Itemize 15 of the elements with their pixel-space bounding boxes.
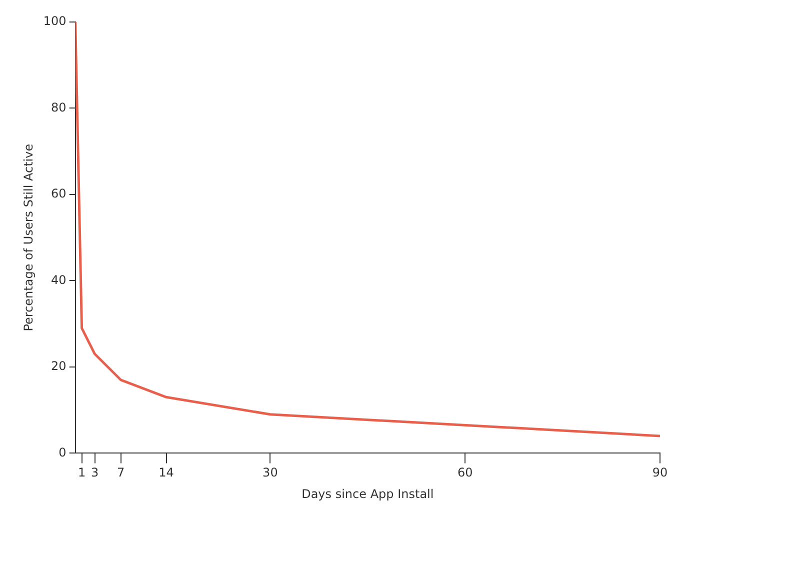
x-tick-label: 14 <box>158 466 174 480</box>
y-tick-label: 40 <box>51 272 66 287</box>
x-tick-label: 60 <box>457 466 473 480</box>
x-axis-title: Days since App Install <box>302 486 434 501</box>
x-tick-label: 3 <box>90 466 99 480</box>
y-tick-label: 80 <box>51 100 66 114</box>
y-tick-label: 0 <box>58 445 66 460</box>
x-tick-label: 1 <box>78 466 86 480</box>
x-tick-label: 7 <box>116 466 125 480</box>
y-axis-title: Percentage of Users Still Active <box>21 144 36 332</box>
x-tick-label: 90 <box>652 466 668 480</box>
y-tick-label: 100 <box>43 14 66 28</box>
y-tick-label: 20 <box>51 359 66 374</box>
y-tick-label: 60 <box>51 186 66 201</box>
x-tick-label: 30 <box>262 466 278 480</box>
